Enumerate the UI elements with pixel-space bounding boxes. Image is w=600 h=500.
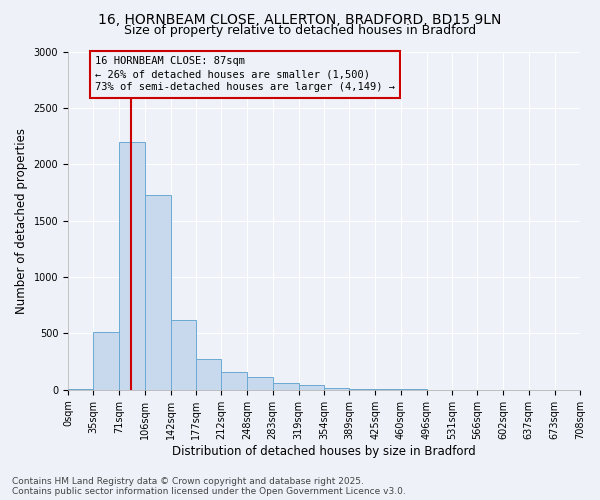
Bar — [171, 320, 196, 390]
Bar — [221, 372, 247, 390]
Bar — [119, 142, 145, 390]
Bar — [272, 383, 299, 390]
Bar — [145, 194, 171, 390]
Bar — [376, 389, 401, 390]
Bar — [196, 360, 221, 390]
X-axis label: Distribution of detached houses by size in Bradford: Distribution of detached houses by size … — [172, 444, 476, 458]
Bar — [94, 332, 119, 390]
Text: 16 HORNBEAM CLOSE: 87sqm
← 26% of detached houses are smaller (1,500)
73% of sem: 16 HORNBEAM CLOSE: 87sqm ← 26% of detach… — [95, 56, 395, 92]
Y-axis label: Number of detached properties: Number of detached properties — [15, 128, 28, 314]
Text: Contains HM Land Registry data © Crown copyright and database right 2025.
Contai: Contains HM Land Registry data © Crown c… — [12, 476, 406, 496]
Bar — [324, 388, 349, 390]
Text: Size of property relative to detached houses in Bradford: Size of property relative to detached ho… — [124, 24, 476, 37]
Text: 16, HORNBEAM CLOSE, ALLERTON, BRADFORD, BD15 9LN: 16, HORNBEAM CLOSE, ALLERTON, BRADFORD, … — [98, 12, 502, 26]
Bar — [247, 377, 272, 390]
Bar — [349, 388, 376, 390]
Bar — [299, 386, 324, 390]
